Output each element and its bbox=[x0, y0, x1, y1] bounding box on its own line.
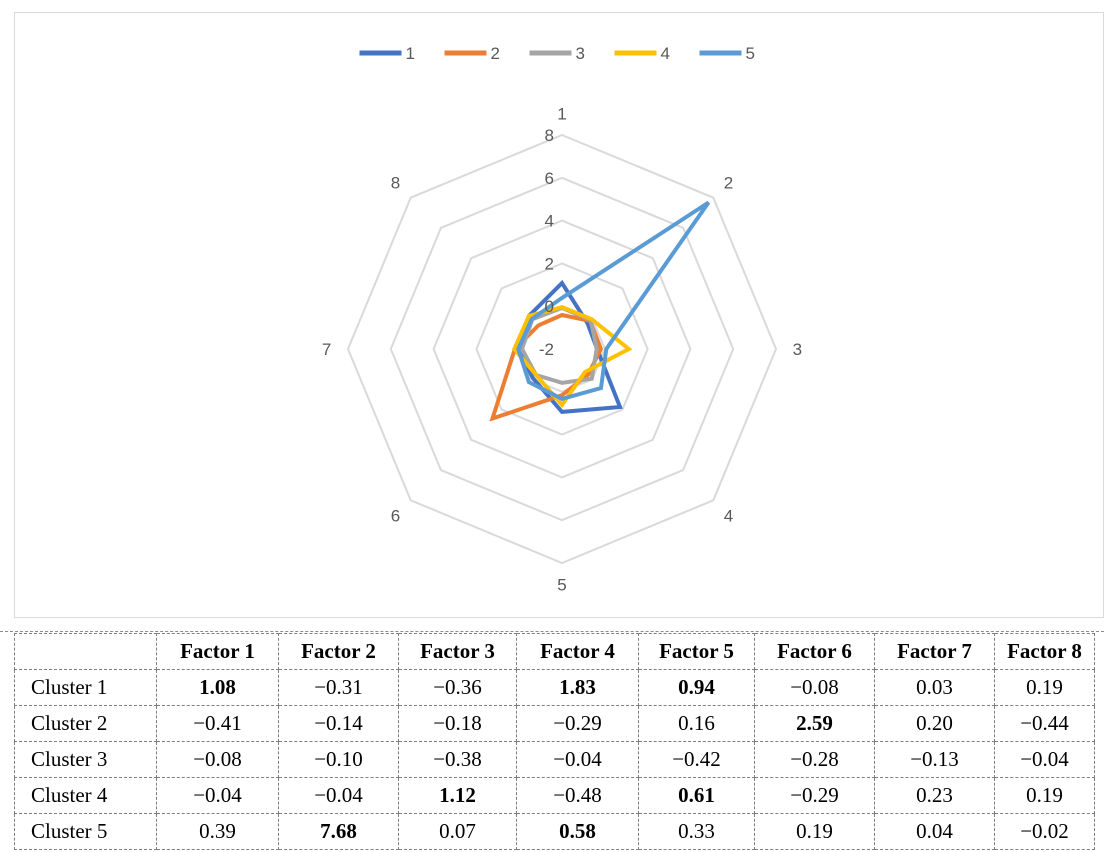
table-row: Cluster 1 1.08 −0.31 −0.36 1.83 0.94 −0.08 0.03… bbox=[14, 669, 1095, 706]
table-cell: −0.29 bbox=[516, 705, 639, 742]
table-cell: 0.19 bbox=[754, 813, 875, 850]
axis-category-label: 7 bbox=[322, 340, 331, 359]
header-cell: Factor 2 bbox=[278, 633, 399, 670]
table-row: Cluster 2 −0.41 −0.14 −0.18 −0.29 0.16 2.59 0.2… bbox=[14, 705, 1095, 742]
table-cell: −0.13 bbox=[874, 741, 995, 778]
series-line-4 bbox=[511, 304, 633, 409]
table-cell: −0.10 bbox=[278, 741, 399, 778]
series-line-5 bbox=[516, 200, 711, 402]
table-cell: −0.48 bbox=[516, 777, 639, 814]
table-cell: 1.08 bbox=[156, 669, 279, 706]
header-cell: Factor 8 bbox=[994, 633, 1095, 670]
radial-tick-label: 0 bbox=[545, 297, 554, 316]
table-cell: 1.12 bbox=[398, 777, 517, 814]
table-header-row: Factor 1 Factor 2 Factor 3 Factor 4 Fact… bbox=[14, 633, 1095, 670]
row-label: Cluster 3 bbox=[14, 741, 157, 778]
axis-category-label: 4 bbox=[724, 507, 733, 526]
legend-label: 2 bbox=[491, 44, 500, 63]
table-cell: −0.28 bbox=[754, 741, 875, 778]
table-cell: −0.41 bbox=[156, 705, 279, 742]
header-cell: Factor 6 bbox=[754, 633, 875, 670]
radar-chart-area: 1 2 3 4 5 6 7 8 -2 0 2 4 6 8 1 2 3 4 5 bbox=[14, 12, 1104, 618]
header-cell bbox=[14, 633, 157, 670]
header-cell: Factor 3 bbox=[398, 633, 517, 670]
header-cell: Factor 7 bbox=[874, 633, 995, 670]
radial-tick-label: -2 bbox=[539, 340, 554, 359]
table-cell: −0.04 bbox=[278, 777, 399, 814]
table-cell: −0.14 bbox=[278, 705, 399, 742]
table-row: Cluster 4 −0.04 −0.04 1.12 −0.48 0.61 −0.29 0.2… bbox=[14, 777, 1095, 814]
table-cell: −0.04 bbox=[994, 741, 1095, 778]
axis-category-label: 5 bbox=[557, 575, 566, 594]
table-cell: 0.19 bbox=[994, 669, 1095, 706]
table-cell: −0.04 bbox=[516, 741, 639, 778]
table-cell: 0.03 bbox=[874, 669, 995, 706]
table-row: Cluster 5 0.39 7.68 0.07 0.58 0.33 0.19 0.04 −0.… bbox=[14, 813, 1095, 850]
table-cell: 0.58 bbox=[516, 813, 639, 850]
radial-tick-label: 4 bbox=[545, 212, 554, 231]
table-cell: −0.18 bbox=[398, 705, 517, 742]
table-cell: 0.33 bbox=[638, 813, 755, 850]
table-cell: 2.59 bbox=[754, 705, 875, 742]
legend-label: 4 bbox=[661, 44, 670, 63]
table-cell: −0.04 bbox=[156, 777, 279, 814]
table-cell: 0.39 bbox=[156, 813, 279, 850]
table-cell: 1.83 bbox=[516, 669, 639, 706]
series-line-2 bbox=[489, 312, 604, 422]
cluster-factor-table: Factor 1 Factor 2 Factor 3 Factor 4 Fact… bbox=[14, 633, 1095, 850]
row-label: Cluster 2 bbox=[14, 705, 157, 742]
axis-category-label: 2 bbox=[724, 174, 733, 193]
header-cell: Factor 5 bbox=[638, 633, 755, 670]
dashed-separator bbox=[0, 631, 1104, 632]
table-cell: 0.07 bbox=[398, 813, 517, 850]
header-cell: Factor 4 bbox=[516, 633, 639, 670]
table-cell: −0.38 bbox=[398, 741, 517, 778]
legend-label: 5 bbox=[746, 44, 755, 63]
table-cell: 0.20 bbox=[874, 705, 995, 742]
axis-category-label: 6 bbox=[391, 507, 400, 526]
row-label: Cluster 5 bbox=[14, 813, 157, 850]
grid-ring bbox=[346, 133, 778, 565]
grid-ring bbox=[389, 176, 735, 522]
table-cell: 7.68 bbox=[278, 813, 399, 850]
table-cell: −0.36 bbox=[398, 669, 517, 706]
table-cell: 0.04 bbox=[874, 813, 995, 850]
table-cell: −0.29 bbox=[754, 777, 875, 814]
table-cell: −0.42 bbox=[638, 741, 755, 778]
header-cell: Factor 1 bbox=[156, 633, 279, 670]
table-cell: 0.61 bbox=[638, 777, 755, 814]
table-row: Cluster 3 −0.08 −0.10 −0.38 −0.04 −0.42 −0.28−… bbox=[14, 741, 1095, 778]
legend-label: 1 bbox=[406, 44, 415, 63]
row-label: Cluster 1 bbox=[14, 669, 157, 706]
axis-category-label: 1 bbox=[557, 105, 566, 124]
table-cell: −0.08 bbox=[754, 669, 875, 706]
row-label: Cluster 4 bbox=[14, 777, 157, 814]
table-cell: −0.31 bbox=[278, 669, 399, 706]
table-cell: 0.23 bbox=[874, 777, 995, 814]
radial-tick-label: 6 bbox=[545, 169, 554, 188]
grid-ring bbox=[432, 219, 692, 479]
table-cell: 0.16 bbox=[638, 705, 755, 742]
table-cell: 0.94 bbox=[638, 669, 755, 706]
legend-label: 3 bbox=[576, 44, 585, 63]
table-cell: 0.19 bbox=[994, 777, 1095, 814]
radial-tick-label: 8 bbox=[545, 126, 554, 145]
radial-tick-label: 2 bbox=[545, 254, 554, 273]
table-cell: −0.44 bbox=[994, 705, 1095, 742]
axis-category-label: 8 bbox=[391, 174, 400, 193]
grid-ring bbox=[475, 262, 649, 436]
table-cell: −0.02 bbox=[994, 813, 1095, 850]
axis-category-label: 3 bbox=[793, 340, 802, 359]
table-cell: −0.08 bbox=[156, 741, 279, 778]
